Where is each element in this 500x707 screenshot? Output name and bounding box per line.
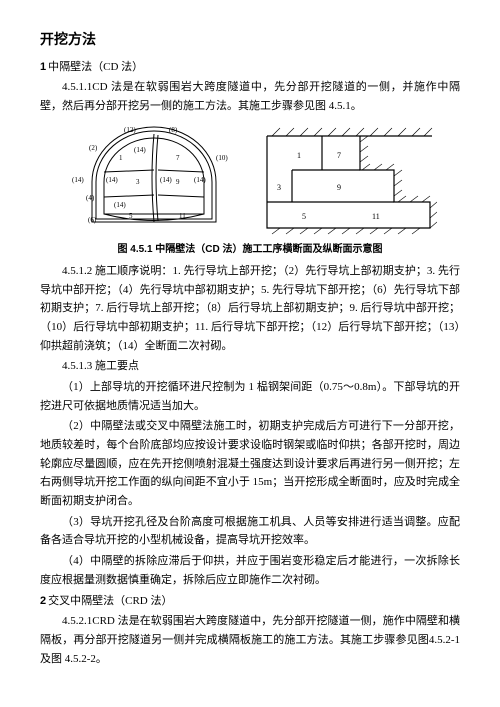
svg-text:(6): (6) — [88, 216, 97, 224]
svg-text:(2): (2) — [89, 144, 98, 152]
cross-section-diagram: (12) (8) (2) 1 (14) 7 (10) (14) 3 (14) 9… — [64, 122, 244, 237]
svg-text:5: 5 — [302, 212, 306, 221]
figure-4-5-1: (12) (8) (2) 1 (14) 7 (10) (14) 3 (14) 9… — [40, 122, 460, 258]
svg-text:(14): (14) — [194, 176, 206, 184]
svg-text:7: 7 — [337, 151, 341, 160]
svg-text:(14): (14) — [114, 201, 126, 209]
section1-p7: （4）中隔壁的拆除应滞后于仰拱，并应于围岩变形稳定后才能进行，一次拆除长度应根据… — [40, 552, 460, 589]
svg-text:(8): (8) — [169, 126, 178, 134]
svg-text:11: 11 — [372, 212, 380, 221]
section1-p3: 4.5.1.3 施工要点 — [40, 357, 460, 376]
svg-text:5: 5 — [129, 212, 133, 220]
section1-p5: （2）中隔壁法或交叉中隔壁法施工时，初期支护完成后方可进行下一分部开挖，地质较差… — [40, 417, 460, 510]
section1-p2: 4.5.1.2 施工顺序说明：1. 先行导坑上部开挖；（2）先行导坑上部初期支护… — [40, 262, 460, 355]
page-title: 开挖方法 — [40, 28, 460, 52]
figure-caption: 图 4.5.1 中隔壁法（CD 法）施工工序横断面及纵断面示意图 — [40, 241, 460, 258]
svg-text:7: 7 — [176, 154, 180, 162]
longitudinal-section-diagram: 1 7 3 9 5 11 — [262, 122, 437, 237]
svg-text:1: 1 — [119, 154, 123, 162]
svg-text:(10): (10) — [216, 154, 228, 162]
svg-text:3: 3 — [136, 178, 140, 186]
section1-head: 1中隔壁法（CD 法） — [40, 58, 460, 77]
svg-text:9: 9 — [176, 178, 180, 186]
svg-text:(4): (4) — [86, 194, 95, 202]
svg-text:(12): (12) — [124, 126, 136, 134]
svg-text:(14): (14) — [160, 176, 172, 184]
section1-num: 1 — [40, 61, 46, 73]
section2-p1: 4.5.2.1CRD 法是在软弱围岩大跨度隧道中，先分部开挖隧道一侧，施作中隔壁… — [40, 612, 460, 668]
svg-text:(14): (14) — [72, 176, 84, 184]
section2-head: 2交叉中隔壁法（CRD 法） — [40, 592, 460, 611]
svg-text:(14): (14) — [134, 146, 146, 154]
section1-p4: （1）上部导坑的开挖循环进尺控制为 1 榀钢架间距（0.75～0.8m）。下部导… — [40, 378, 460, 415]
section1-head-text: 中隔壁法（CD 法） — [48, 61, 143, 73]
svg-text:9: 9 — [337, 183, 341, 192]
section1-p6: （3）导坑开挖孔径及台阶高度可根据施工机具、人员等安排进行适当调整。应配备各适合… — [40, 513, 460, 550]
svg-text:1: 1 — [297, 151, 301, 160]
section2-num: 2 — [40, 595, 46, 607]
svg-text:3: 3 — [277, 183, 281, 192]
section2-head-text: 交叉中隔壁法（CRD 法） — [48, 595, 172, 607]
svg-text:11: 11 — [179, 212, 186, 220]
figure-row: (12) (8) (2) 1 (14) 7 (10) (14) 3 (14) 9… — [40, 122, 460, 237]
svg-text:(14): (14) — [106, 176, 118, 184]
section1-p1: 4.5.1.1CD 法是在软弱围岩大跨度隧道中，先分部开挖隧道的一侧，并施作中隔… — [40, 78, 460, 115]
